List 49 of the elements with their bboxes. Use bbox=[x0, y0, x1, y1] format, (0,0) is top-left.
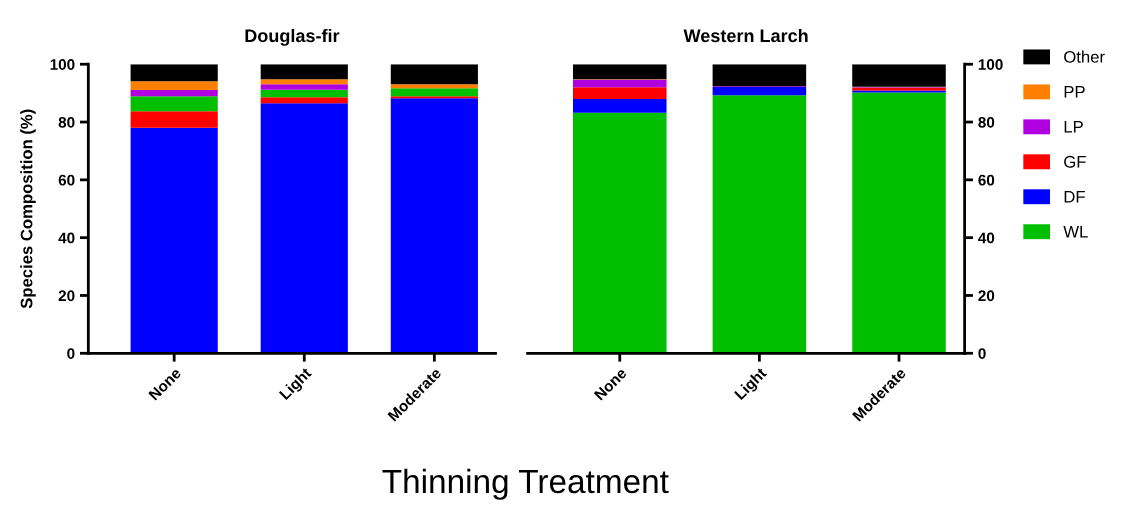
bar bbox=[712, 64, 807, 87]
bar bbox=[260, 103, 348, 354]
x-axis-title: Thinning Treatment bbox=[382, 468, 669, 500]
legend-label: GF bbox=[1064, 155, 1086, 168]
bar bbox=[852, 92, 946, 354]
bar bbox=[260, 97, 348, 104]
chart-title: Western Larch bbox=[683, 28, 808, 43]
y-tick-label: 40 bbox=[978, 232, 995, 244]
bar bbox=[130, 81, 218, 90]
bar bbox=[130, 127, 218, 354]
bar bbox=[852, 64, 946, 87]
bar bbox=[260, 84, 348, 90]
bar bbox=[260, 64, 348, 80]
bar bbox=[390, 88, 478, 97]
y-tick-label: 80 bbox=[978, 116, 995, 128]
bar bbox=[390, 84, 478, 89]
bar bbox=[130, 111, 218, 128]
y-tick-label: 100 bbox=[50, 59, 75, 70]
bar bbox=[260, 79, 348, 85]
y-tick-label: 100 bbox=[978, 59, 1003, 70]
legend-label: Other bbox=[1064, 50, 1105, 63]
bar bbox=[130, 64, 218, 82]
bar bbox=[573, 98, 667, 113]
legend-label: DF bbox=[1064, 190, 1085, 203]
bar bbox=[712, 87, 807, 96]
y-axis-title: Species Composition (%) bbox=[20, 109, 36, 309]
legend-label: LP bbox=[1064, 121, 1083, 133]
bar bbox=[573, 112, 667, 354]
y-tick-label: 40 bbox=[58, 232, 75, 244]
y-tick-label: 0 bbox=[978, 348, 986, 359]
bar bbox=[260, 89, 348, 98]
bar bbox=[573, 79, 667, 88]
bar bbox=[130, 96, 218, 112]
y-tick-label: 80 bbox=[58, 116, 75, 128]
y-tick-label: 60 bbox=[978, 174, 995, 186]
y-tick-label: 60 bbox=[58, 174, 75, 186]
y-tick-label: 20 bbox=[58, 290, 75, 302]
bar bbox=[390, 96, 478, 99]
legend-label: PP bbox=[1064, 86, 1085, 98]
y-tick-label: 0 bbox=[67, 348, 75, 359]
chart-title: Douglas-fir bbox=[245, 28, 340, 46]
bar bbox=[130, 89, 218, 97]
bar bbox=[573, 87, 667, 99]
bar bbox=[573, 64, 667, 80]
bar bbox=[712, 95, 807, 354]
legend-label: WL bbox=[1063, 225, 1088, 238]
bar bbox=[390, 98, 478, 354]
bar bbox=[390, 64, 478, 85]
y-tick-label: 20 bbox=[978, 290, 995, 302]
